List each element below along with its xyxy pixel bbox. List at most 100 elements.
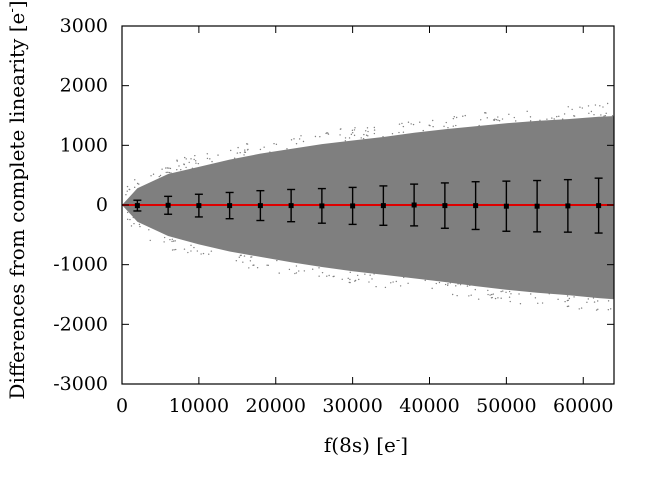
scatter-point [546, 118, 548, 120]
error-bar-point [442, 203, 448, 209]
x-tick-label: 20000 [246, 395, 306, 417]
error-bar [287, 188, 296, 223]
scatter-point [484, 112, 486, 114]
scatter-point [300, 135, 302, 137]
scatter-point [172, 240, 175, 242]
y-axis-ticks: -3000 -2000 -1000 0 1000 2000 3000 [53, 15, 614, 395]
scatter-point [185, 166, 187, 169]
scatter-point [169, 167, 172, 170]
scatter-point [298, 138, 301, 140]
scatter-point [486, 117, 488, 119]
scatter-point [455, 285, 457, 287]
scatter-point [206, 153, 209, 155]
scatter-point [477, 298, 480, 300]
scatter-point [593, 114, 595, 116]
scatter-point [611, 115, 614, 117]
scatter-point [328, 274, 330, 277]
scatter-point [314, 135, 317, 138]
scatter-point [244, 149, 246, 151]
scatter-point [190, 250, 192, 252]
error-bar-point [411, 202, 417, 208]
scatter-point [295, 143, 298, 145]
scatter-point [452, 125, 455, 127]
y-tick-label: 1000 [60, 134, 108, 156]
scatter-point [457, 283, 459, 285]
error-bar [317, 187, 326, 224]
y-tick-label: 2000 [60, 75, 108, 97]
scatter-point [149, 239, 151, 242]
scatter-point [491, 296, 493, 299]
scatter-point [356, 274, 359, 277]
scatter-point [592, 297, 595, 299]
scatter-point [208, 253, 210, 255]
scatter-point [180, 168, 182, 171]
scatter-point [139, 225, 141, 228]
x-tick-label: 60000 [553, 395, 613, 417]
scatter-point [462, 115, 464, 117]
scatter-point [586, 301, 588, 304]
error-bar-point [319, 203, 325, 209]
scatter-point [276, 259, 278, 262]
scatter-point [603, 115, 605, 117]
scatter-point [339, 134, 341, 136]
scatter-point [502, 290, 504, 292]
error-bar-point [288, 203, 294, 209]
scatter-point [594, 104, 597, 106]
scatter-point [568, 297, 571, 300]
scatter-point [466, 285, 469, 287]
scatter-point [548, 293, 550, 295]
scatter-point [422, 129, 424, 132]
scatter-point [508, 113, 510, 116]
scatter-point [293, 138, 295, 140]
scatter-point [354, 127, 356, 129]
scatter-point [573, 115, 576, 117]
scatter-point [364, 130, 367, 132]
scatter-point [494, 297, 497, 300]
scatter-point [206, 157, 209, 160]
scatter-point [168, 167, 170, 169]
scatter-point [566, 305, 569, 308]
error-bar [471, 181, 480, 231]
scatter-point [519, 303, 522, 305]
scatter-point [196, 250, 199, 252]
error-bars [133, 177, 603, 234]
scatter-point [489, 294, 491, 296]
scatter-point [269, 151, 271, 153]
scatter-point [390, 282, 392, 284]
scatter-point [294, 272, 296, 275]
error-bar [256, 189, 265, 222]
scatter-point [438, 281, 441, 284]
scatter-point [249, 260, 252, 262]
scatter-point [138, 223, 141, 226]
scatter-point [515, 120, 517, 122]
scatter-point [403, 276, 405, 279]
scatter-point [253, 264, 255, 266]
scatter-point [373, 129, 376, 131]
scatter-point [509, 300, 511, 303]
scatter-point [165, 167, 167, 169]
scatter-point [246, 149, 249, 151]
scatter-point [166, 167, 168, 169]
y-axis-label: Differences from complete linearity [e-] [5, 0, 29, 399]
scatter-point [178, 165, 180, 167]
scatter-point [534, 297, 537, 299]
scatter-point [129, 218, 131, 221]
x-tick-label: 30000 [322, 395, 382, 417]
scatter-point [326, 275, 328, 277]
scatter-point [494, 118, 496, 120]
scatter-point [447, 127, 449, 129]
scatter-point [236, 152, 239, 154]
scatter-point [211, 160, 213, 163]
scatter-point [347, 277, 349, 280]
scatter-point [587, 105, 590, 107]
scatter-point [318, 267, 320, 269]
scatter-point [485, 112, 487, 114]
scatter-point [469, 284, 471, 287]
scatter-point [126, 190, 128, 192]
scatter-point [353, 129, 356, 131]
x-tick-label: 10000 [169, 395, 229, 417]
scatter-point [318, 275, 320, 277]
scatter-point [248, 267, 250, 269]
scatter-point [537, 302, 539, 304]
scatter-point [168, 171, 171, 174]
